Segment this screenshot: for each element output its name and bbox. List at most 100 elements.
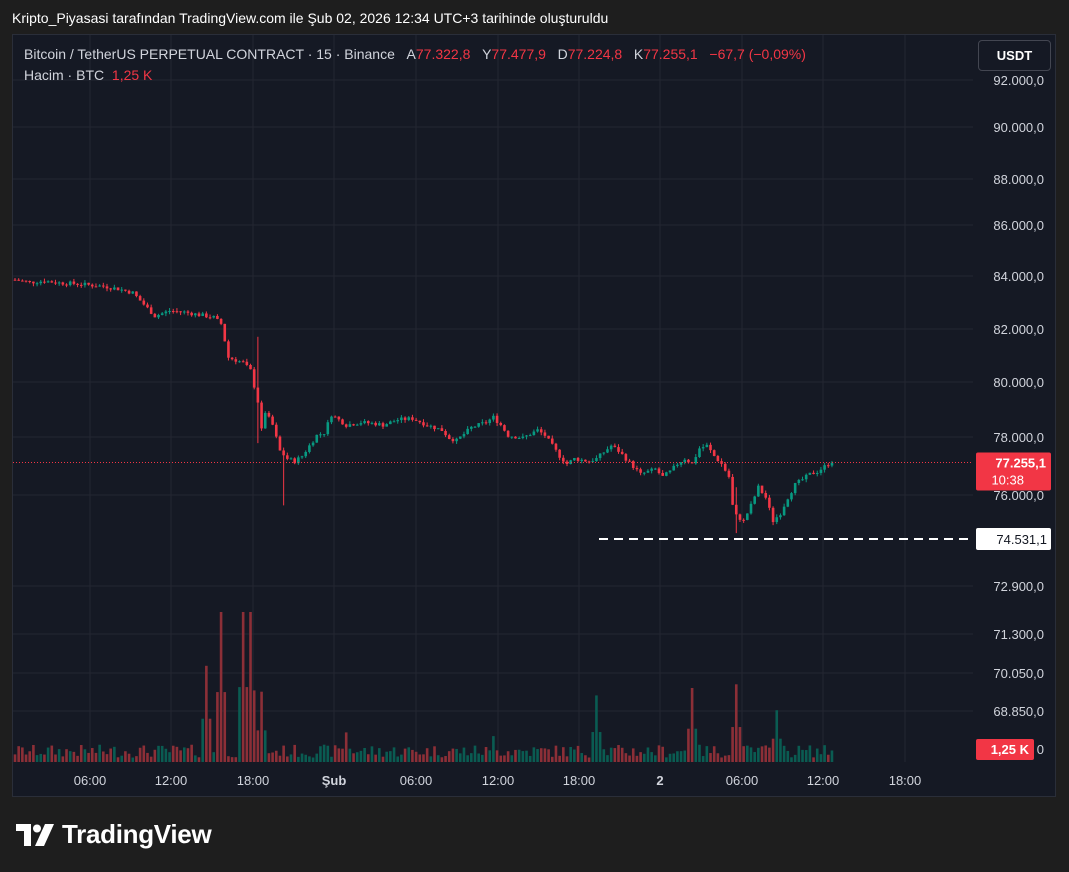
volume-bar: [304, 754, 308, 762]
volume-bar: [620, 747, 624, 762]
y-tick-label: 80.000,0: [993, 375, 1044, 390]
volume-bar: [168, 752, 171, 762]
candle-body: [425, 425, 429, 427]
volume-bar: [757, 747, 760, 762]
volume-bar: [374, 754, 377, 762]
y-tick-label: 92.000,0: [993, 73, 1044, 88]
candle-body: [385, 424, 388, 427]
candle-body: [646, 470, 650, 473]
candle-body: [400, 417, 403, 421]
candle-body: [370, 422, 374, 424]
candle-body: [775, 517, 779, 523]
y-tick-label: 68.850,0: [993, 704, 1044, 719]
volume-bar: [602, 749, 606, 762]
candle-body: [260, 402, 263, 429]
volume-bar: [341, 748, 344, 762]
candle-body: [414, 419, 418, 421]
candle-body: [676, 464, 679, 466]
close-value: 77.255,1: [643, 46, 698, 62]
candle-body: [429, 425, 433, 427]
candle-body: [514, 436, 517, 439]
candle-body: [698, 448, 701, 458]
volume-bar: [712, 746, 716, 762]
volume-bar: [297, 756, 300, 762]
candle-body: [223, 323, 227, 342]
candle-body: [606, 449, 609, 453]
candle-body: [797, 480, 801, 484]
candle-body: [61, 282, 65, 285]
candle-body: [458, 436, 462, 439]
candle-body: [738, 514, 742, 520]
candle-body: [440, 428, 444, 432]
candle-body: [355, 424, 359, 426]
current-price-tag: [976, 452, 1051, 491]
volume-bar: [742, 746, 745, 762]
volume-bar: [24, 754, 28, 762]
candle-body: [477, 423, 480, 427]
volume-bar: [205, 665, 208, 762]
candle-body: [488, 419, 492, 424]
volume-bar: [573, 749, 576, 762]
candle-body: [712, 450, 716, 457]
candle-body: [492, 415, 495, 420]
candle-body: [481, 422, 484, 424]
candle-body: [341, 419, 344, 425]
volume-bar: [506, 751, 510, 762]
candle-body: [197, 313, 201, 316]
candle-body: [322, 434, 326, 436]
candle-body: [43, 281, 46, 283]
candle-body: [344, 424, 348, 427]
chart-panel[interactable]: 92.000,0 90.000,0 88.000,0 86.000,0 84.000,0…: [12, 34, 1056, 797]
volume-bar: [252, 690, 256, 762]
candle-body: [348, 424, 352, 427]
currency-button[interactable]: USDT: [978, 40, 1051, 71]
candle-body: [326, 422, 330, 435]
chart-svg[interactable]: 92.000,0 90.000,0 88.000,0 86.000,0 84.000,0…: [13, 35, 1056, 797]
candle-body: [381, 423, 385, 427]
candle-body: [194, 313, 197, 316]
candle-body: [94, 286, 98, 288]
volume-bar: [606, 755, 609, 762]
close-label: K: [633, 46, 644, 62]
candle-body: [580, 459, 584, 461]
candle-body: [289, 458, 293, 460]
volume-bar: [182, 747, 186, 762]
volume-bar: [569, 746, 572, 762]
volume-bar: [403, 748, 407, 762]
candle-body: [679, 462, 683, 465]
candle-body: [109, 288, 112, 290]
y-tick-label: 70.050,0: [993, 666, 1044, 681]
open-value: 77.322,8: [415, 46, 471, 62]
volume-bar: [363, 747, 366, 762]
symbol-legend: Bitcoin / TetherUS PERPETUAL CONTRACT · …: [24, 46, 806, 62]
candle-body: [208, 317, 212, 319]
volume-bar: [705, 746, 709, 762]
volume-bar: [709, 753, 712, 762]
candle-body: [46, 281, 50, 283]
candle-body: [267, 412, 271, 417]
candle-body: [657, 468, 661, 473]
volume-bar: [771, 738, 775, 762]
candle-body: [764, 493, 768, 498]
candle-body: [635, 467, 639, 470]
candle-body: [422, 422, 425, 426]
volume-bar: [135, 756, 138, 762]
volume-bar: [436, 755, 440, 762]
volume-bar: [639, 752, 642, 762]
candle-body: [65, 284, 68, 286]
volume-bar: [352, 753, 355, 762]
volume-bar: [823, 745, 826, 762]
candle-body: [768, 497, 771, 508]
candle-body: [550, 438, 554, 444]
overlays: [13, 461, 973, 540]
volume-legend-value: 1,25 K: [111, 67, 153, 83]
volume-bar: [727, 755, 731, 762]
candle-body: [263, 412, 267, 429]
volume-bar: [624, 753, 628, 762]
horizontal-level-tag: [976, 528, 1051, 550]
volume-bar: [385, 751, 388, 762]
volume-bar: [477, 753, 480, 762]
volume-bar: [138, 747, 142, 762]
candle-body: [186, 311, 190, 313]
candle-body: [374, 422, 377, 426]
